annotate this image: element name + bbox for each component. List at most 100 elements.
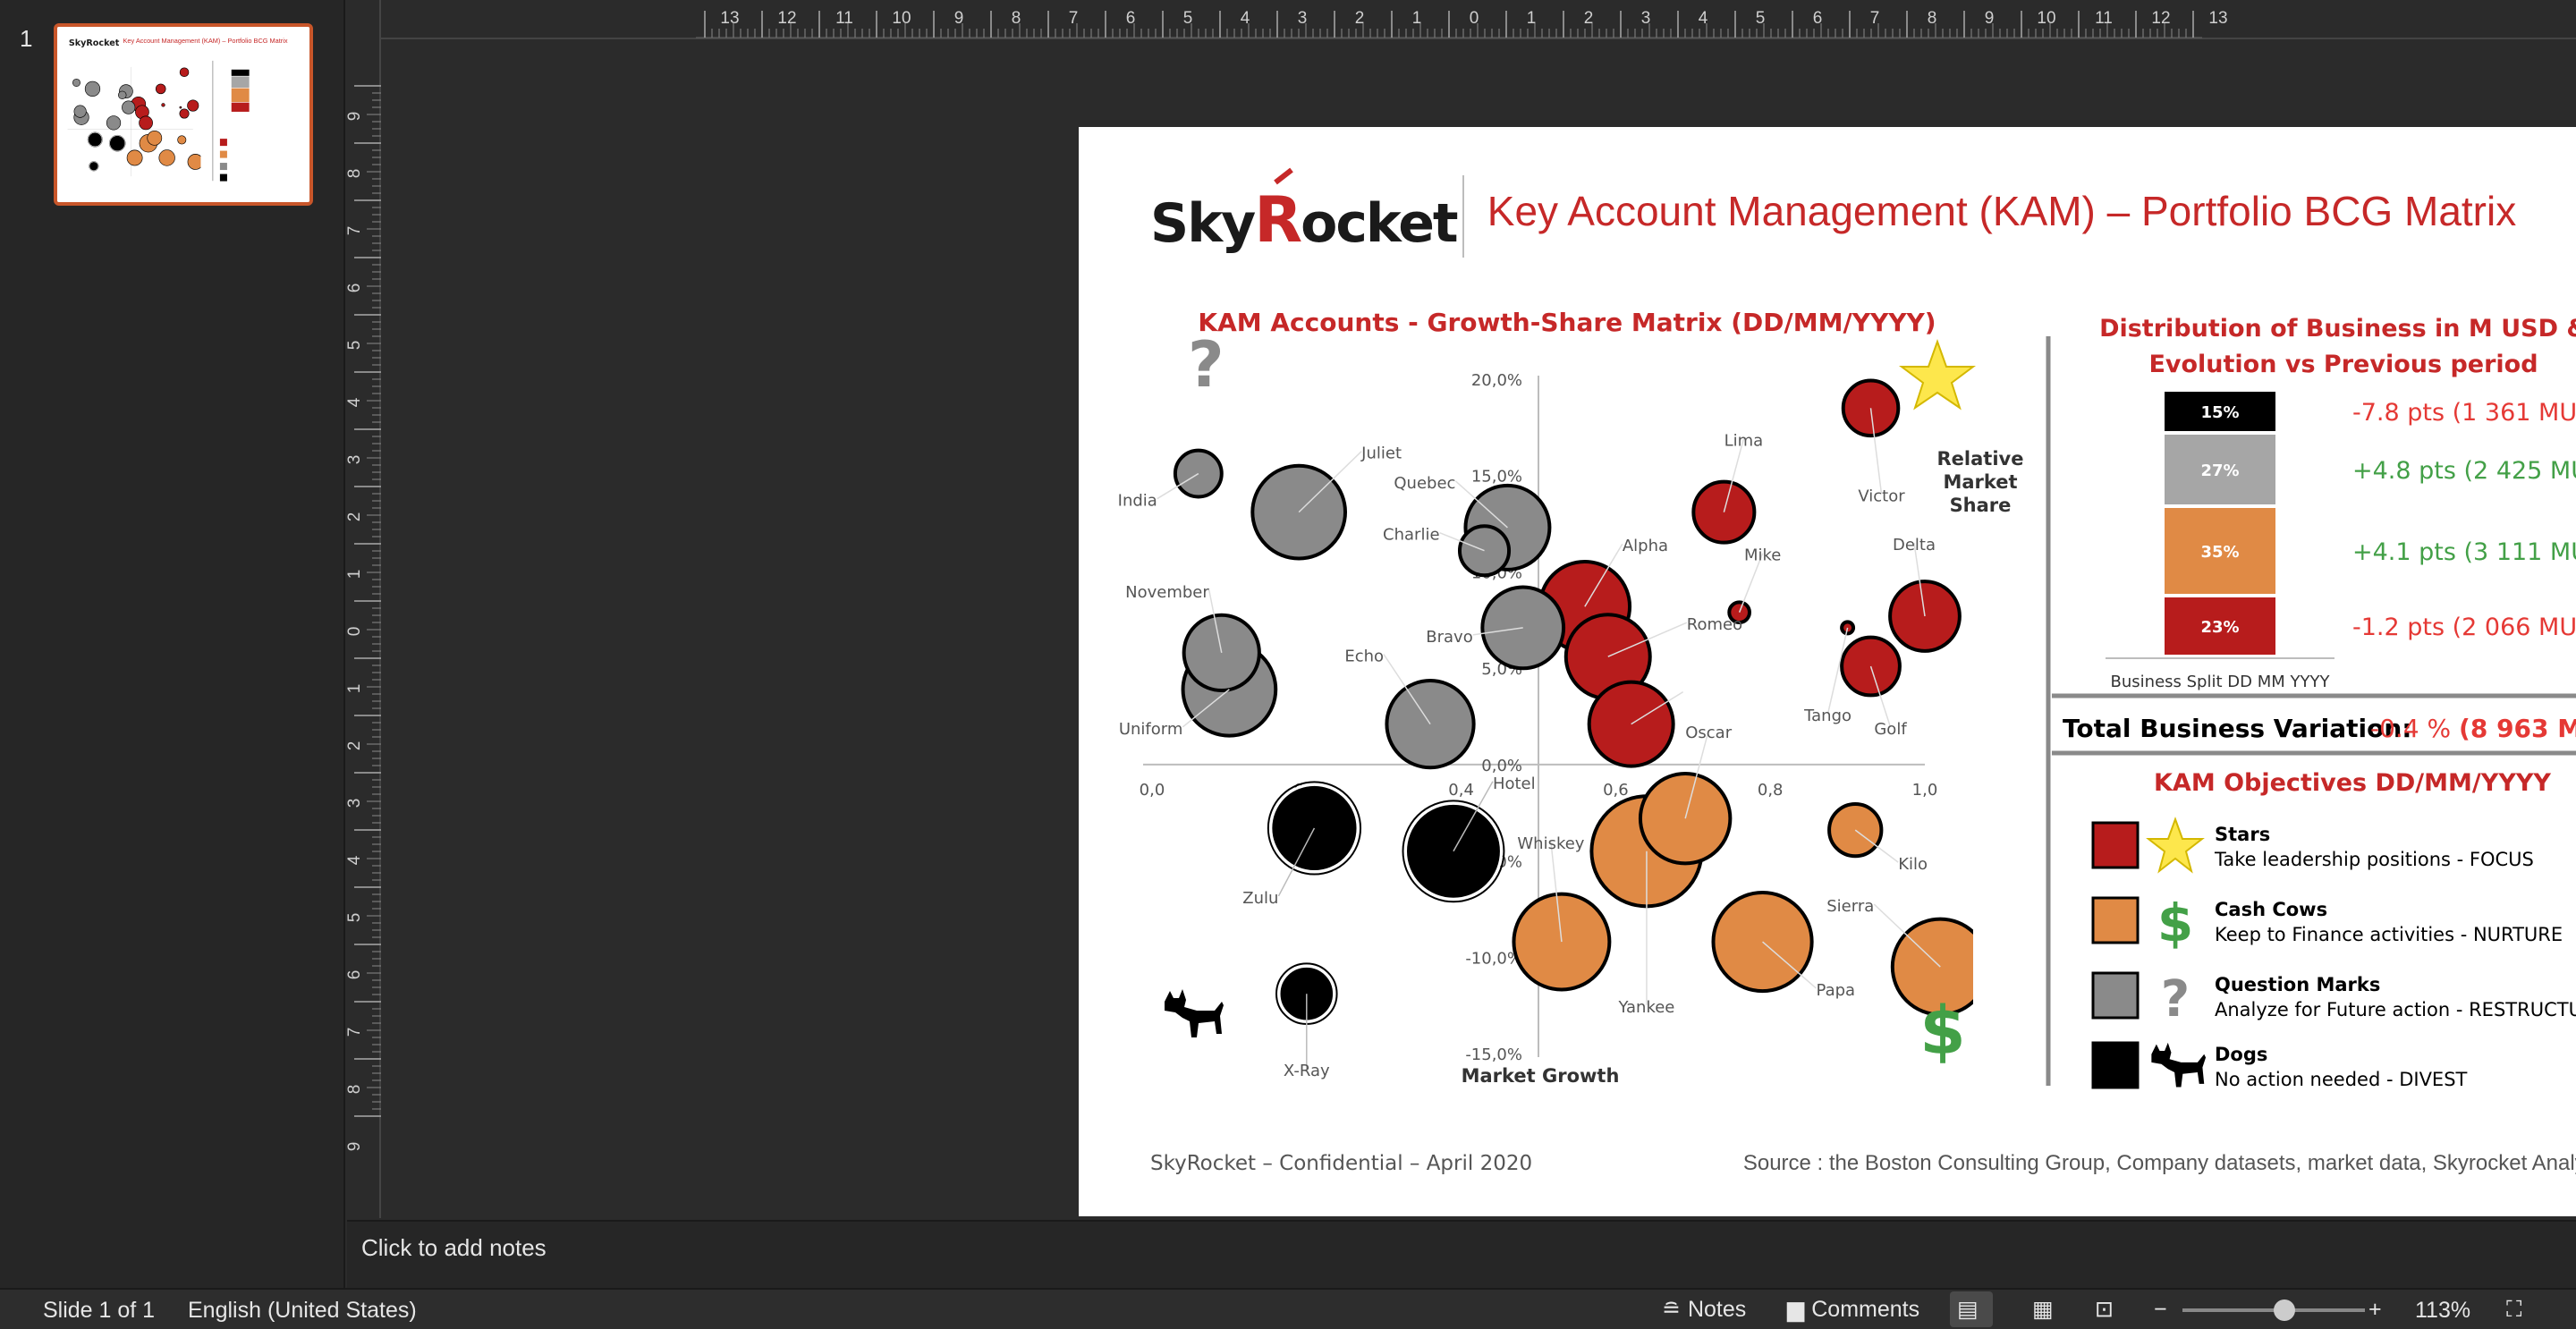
bubble-india bbox=[72, 79, 80, 87]
bubble-hotel bbox=[1404, 801, 1503, 901]
language-indicator[interactable]: English (United States) bbox=[188, 1298, 417, 1323]
zoom-slider-track[interactable] bbox=[2182, 1308, 2365, 1312]
bar-segment-label-1: 27% bbox=[2200, 461, 2239, 480]
zoom-slider-handle[interactable] bbox=[2274, 1299, 2296, 1321]
bar-segment-label-3: 23% bbox=[2200, 618, 2239, 637]
legend-desc-0: Take leadership positions - FOCUS bbox=[2214, 849, 2534, 870]
svg-text:Key Account Management (KAM) –: Key Account Management (KAM) – Portfolio… bbox=[123, 37, 288, 45]
ruler-label: 3 bbox=[1298, 9, 1308, 28]
leader-line bbox=[1453, 781, 1494, 852]
point-label-echo: Echo bbox=[1344, 648, 1384, 666]
matrix-title: KAM Accounts - Growth-Share Matrix (DD/M… bbox=[1198, 308, 1936, 337]
notes-placeholder[interactable]: Click to add notes bbox=[361, 1234, 547, 1261]
bubble-oscar bbox=[147, 130, 163, 146]
x-axis-label-line1: Relative bbox=[1937, 448, 2024, 470]
bubble-golf bbox=[1840, 635, 1902, 698]
comment-icon: ▆ bbox=[1787, 1297, 1805, 1322]
horizontal-ruler[interactable]: 13 12 11 10 9 8 7 6 5 4 3 2 1 0 1 2 3 4 5 6 7 8 9 10 11 12 13 bbox=[347, 0, 2576, 39]
ruler-label: 0 bbox=[1470, 9, 1479, 28]
point-label-bravo: Bravo bbox=[1426, 628, 1472, 647]
point-label-lima: Lima bbox=[1724, 432, 1764, 451]
leader-line bbox=[1277, 827, 1316, 897]
ruler-label: 4 bbox=[1699, 9, 1708, 28]
slide-thumbnail[interactable]: SkyRocket Key Account Management (KAM) – … bbox=[54, 23, 313, 206]
normal-view-button[interactable]: ▤ bbox=[1950, 1291, 1993, 1327]
bubble-romeo2 bbox=[1587, 680, 1675, 768]
presenter-view-button[interactable]: ⊡ bbox=[2088, 1291, 2127, 1327]
slide[interactable]: SkyRocket Key Account Management (KAM) –… bbox=[1079, 127, 2576, 1216]
leader-line bbox=[1854, 829, 1899, 863]
fit-window-icon: ⛶ bbox=[2506, 1296, 2522, 1322]
objectives-title: KAM Objectives DD/MM/YYYY bbox=[2154, 769, 2551, 797]
bubble-papa bbox=[158, 149, 175, 166]
point-label-sierra: Sierra bbox=[1826, 897, 1874, 916]
fit-to-window-button[interactable]: ⛶ bbox=[2499, 1291, 2535, 1327]
legend-name-3: Dogs bbox=[2215, 1044, 2267, 1065]
ruler-label: 9 bbox=[954, 9, 964, 28]
ruler-label: 8 bbox=[1012, 9, 1021, 28]
legend-desc-1: Keep to Finance activities - NURTURE bbox=[2215, 924, 2563, 945]
ruler-label: 3 bbox=[347, 799, 364, 808]
leader-line bbox=[1454, 480, 1508, 529]
ruler-label: 1 bbox=[347, 570, 364, 580]
bar-segment-label-2: 35% bbox=[2200, 543, 2239, 562]
point-label-victor: Victor bbox=[1858, 487, 1905, 505]
question-icon: ? bbox=[2161, 970, 2190, 1028]
notes-button[interactable]: ≘ Notes bbox=[1655, 1291, 1753, 1327]
bubble-tango bbox=[1840, 620, 1856, 636]
point-label-alpha: Alpha bbox=[1623, 537, 1668, 555]
legend-name-1: Cash Cows bbox=[2215, 899, 2327, 920]
point-label-mike: Mike bbox=[1744, 546, 1781, 565]
bubble-kilo bbox=[177, 135, 187, 145]
bubble-juliet bbox=[84, 80, 101, 97]
thumbnail-number: 1 bbox=[20, 25, 33, 52]
star-quadrant-icon bbox=[1899, 339, 1976, 411]
zoom-out-button[interactable]: − bbox=[2147, 1291, 2177, 1327]
slide-canvas: SkyRocket Key Account Management (KAM) –… bbox=[383, 41, 2576, 1218]
bubble-romeo2 bbox=[139, 115, 153, 131]
leader-line bbox=[1383, 654, 1431, 725]
logo-rocket-mark bbox=[1274, 167, 1293, 185]
slide-thumbnail-panel: 1 SkyRocket Key Account Management (KAM) … bbox=[0, 0, 345, 1288]
legend-swatch-3 bbox=[2091, 1041, 2140, 1089]
slide-sorter-button[interactable]: ▦ bbox=[2025, 1291, 2064, 1327]
status-bar: Slide 1 of 1 English (United States) ≘ N… bbox=[0, 1288, 2576, 1329]
legend-swatch-1 bbox=[2091, 896, 2140, 944]
point-label-zulu: Zulu bbox=[1242, 889, 1278, 908]
plus-icon: + bbox=[2368, 1296, 2382, 1322]
leader-line bbox=[1472, 627, 1523, 636]
point-label-papa: Papa bbox=[1817, 981, 1856, 1000]
bubble-whiskey bbox=[1512, 892, 1612, 992]
bubble-charlie bbox=[1457, 524, 1512, 578]
zoom-level[interactable]: 113% bbox=[2415, 1298, 2471, 1323]
bubble-bravo bbox=[122, 100, 136, 114]
slide-title: Key Account Management (KAM) – Portfolio… bbox=[1487, 188, 2516, 234]
ruler-label: 7 bbox=[347, 1028, 364, 1037]
ruler-label: 2 bbox=[1584, 9, 1594, 28]
x-tick-label: 0,6 bbox=[1603, 781, 1629, 800]
zoom-in-button[interactable]: + bbox=[2361, 1291, 2392, 1327]
point-label-charlie: Charlie bbox=[1383, 526, 1439, 545]
bar-segment-3 bbox=[2165, 597, 2275, 655]
leader-line bbox=[1913, 542, 1926, 617]
bubble-november bbox=[73, 105, 87, 118]
objectives-legend: Stars Take leadership positions - FOCUS $ C… bbox=[2091, 817, 2576, 1090]
ruler-label: 8 bbox=[347, 1085, 364, 1095]
bubble-november bbox=[1182, 613, 1261, 693]
bubble-zulu bbox=[88, 132, 103, 148]
ruler-label: 4 bbox=[347, 855, 364, 865]
comments-button[interactable]: ▆ Comments bbox=[1780, 1291, 1927, 1327]
legend-desc-2: Analyze for Future action - RESTRUCTURE bbox=[2215, 999, 2576, 1020]
bubble-echo bbox=[106, 115, 122, 131]
ruler-label: 11 bbox=[2095, 9, 2113, 28]
vertical-ruler[interactable]: 9 8 7 6 5 4 3 2 1 0 1 2 3 4 5 6 7 8 9 bbox=[347, 0, 381, 1218]
total-variation-label: Total Business Variation: bbox=[2063, 714, 2411, 743]
notes-pane[interactable]: Click to add notes bbox=[347, 1220, 2576, 1288]
distribution-title-line1: Distribution of Business in M USD & bbox=[2099, 315, 2576, 343]
distribution-title-line2: Evolution vs Previous period bbox=[2148, 351, 2538, 378]
x-axis-label-line3: Share bbox=[1950, 495, 2012, 516]
grid-icon: ▦ bbox=[2032, 1297, 2054, 1322]
bar-segment-1 bbox=[2165, 435, 2275, 504]
